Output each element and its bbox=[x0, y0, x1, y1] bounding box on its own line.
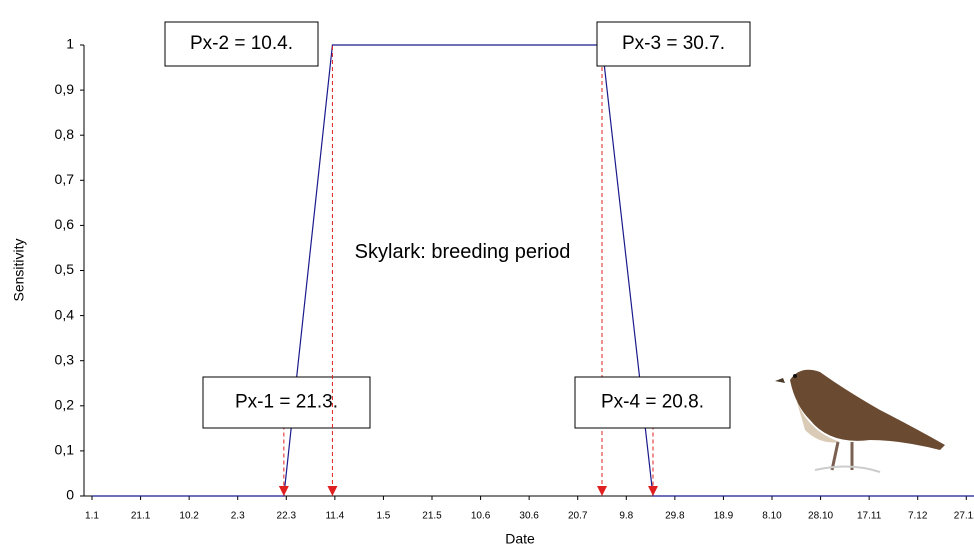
y-tick-label: 0,1 bbox=[55, 442, 75, 458]
x-tick-label: 9.8 bbox=[619, 511, 633, 522]
x-tick-label: 7.12 bbox=[908, 511, 928, 522]
line bbox=[92, 44, 974, 497]
x-tick-label: 20.7 bbox=[568, 511, 588, 522]
y-tick-label: 0,7 bbox=[55, 171, 75, 187]
annotation-box bbox=[574, 376, 731, 429]
arrow-head bbox=[278, 486, 289, 496]
x-tick-label: 11.4 bbox=[325, 511, 344, 522]
bird-legs bbox=[830, 441, 854, 471]
x-tick-label: 2.3 bbox=[231, 511, 245, 522]
x-tick-label: 21.1 bbox=[131, 511, 151, 522]
x-tick-label: 30.6 bbox=[519, 511, 539, 522]
x-tick-label: 10.2 bbox=[179, 511, 199, 522]
x-tick-label: 22.3 bbox=[277, 511, 297, 522]
y-tick-label: 0,3 bbox=[55, 351, 75, 367]
x-tick-label: 28.10 bbox=[808, 511, 833, 522]
y-tick-label: 0,2 bbox=[55, 397, 75, 413]
arrow-head bbox=[648, 486, 658, 496]
y-tick-label: 1 bbox=[66, 36, 74, 52]
x-tick-label: 1.1 bbox=[85, 511, 99, 522]
arrow-head bbox=[327, 486, 338, 496]
x-tick-label: 21.5 bbox=[422, 511, 442, 522]
bird-beak bbox=[775, 378, 785, 383]
x-axis-title: Date bbox=[505, 531, 535, 547]
annotation-text: Px-2 = 10.4. bbox=[190, 33, 293, 54]
annotation-box bbox=[164, 21, 319, 67]
annotation-text: Px-3 = 30.7. bbox=[622, 33, 725, 54]
x-tick-label: 10.6 bbox=[471, 511, 491, 522]
ground bbox=[814, 465, 881, 473]
bird-eye bbox=[793, 374, 797, 378]
y-tick-label: 0 bbox=[66, 487, 74, 503]
y-tick-label: 0,8 bbox=[55, 126, 75, 142]
x-tick-label: 17.11 bbox=[857, 511, 882, 522]
x-tick-label: 29.8 bbox=[665, 511, 685, 522]
bird bbox=[775, 369, 945, 473]
bird-body bbox=[790, 369, 945, 450]
bird-belly bbox=[795, 395, 840, 443]
annotation-text: Px-1 = 21.3. bbox=[235, 392, 338, 413]
y-axis-title: Sensitivity bbox=[11, 238, 27, 301]
annotation-text: Px-4 = 20.8. bbox=[601, 392, 704, 413]
annotation-box bbox=[596, 21, 751, 67]
x-tick-label: 18.9 bbox=[714, 511, 734, 522]
annotation-box bbox=[202, 376, 371, 429]
x-tick-label: 27.12 bbox=[954, 511, 974, 522]
y-tick-label: 0,6 bbox=[55, 216, 75, 232]
chart-title: Skylark: breeding period bbox=[354, 241, 571, 263]
y-tick-label: 0,4 bbox=[55, 306, 75, 322]
x-tick-label: 1.5 bbox=[376, 511, 390, 522]
x-tick-label: 8.10 bbox=[762, 511, 782, 522]
y-tick-label: 0,5 bbox=[55, 261, 75, 277]
y-tick-label: 0,9 bbox=[55, 81, 75, 97]
arrow-head bbox=[597, 486, 607, 496]
